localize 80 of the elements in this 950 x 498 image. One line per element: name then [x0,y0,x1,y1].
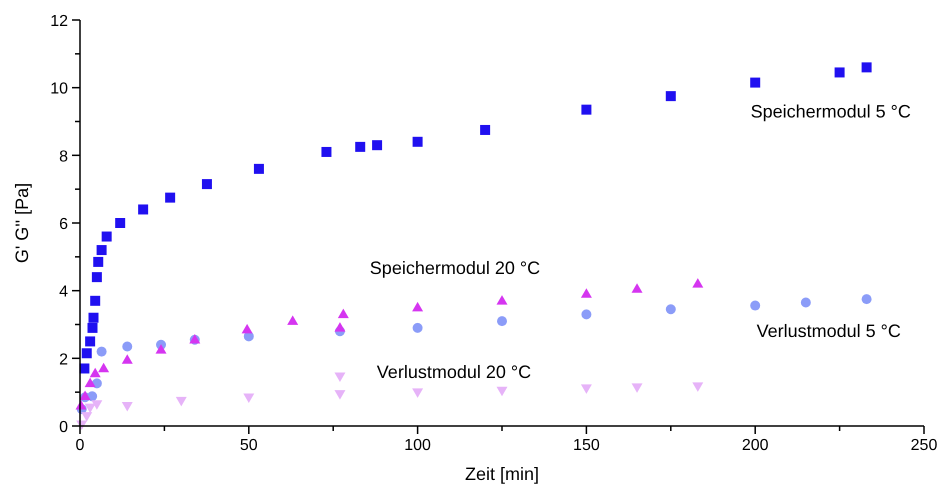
series-label: Verlustmodul 5 °C [756,321,901,342]
point [102,232,112,242]
point [497,316,507,326]
point [666,91,676,102]
point [321,146,332,157]
point [581,309,592,320]
point [338,308,349,318]
y-tick-label: 12 [50,13,68,30]
point [87,322,98,333]
y-tick-label: 8 [59,148,68,166]
point [98,362,110,372]
point [496,386,508,396]
y-tick-label: 0 [59,419,68,436]
point [156,344,167,354]
point [750,300,760,311]
point [632,283,643,293]
point [666,304,676,314]
point [355,142,366,152]
point [81,412,92,422]
series-label: Speichermodul 5 °C [750,101,911,122]
point [82,348,92,358]
point [85,336,96,346]
text: Speichermodul 20 °C [370,258,540,278]
point [862,294,872,304]
series-label: Verlustmodul 20 °C [376,362,532,382]
point [412,388,424,398]
point [480,124,490,135]
point [90,296,100,306]
point [138,204,148,214]
x-tick-label: 250 [910,437,938,454]
point [372,140,382,150]
y-axis-title: G' G'' [Pa] [12,182,32,264]
point [202,179,212,190]
point [88,312,99,323]
point [834,67,845,78]
point [165,192,176,203]
x-tick-label: 50 [240,437,258,454]
point [91,400,102,410]
point [334,372,346,382]
point [254,164,264,174]
point [862,62,872,72]
point [334,390,346,400]
point [412,322,423,333]
x-tick-label: 200 [742,437,769,454]
point [96,245,107,256]
point [412,136,423,147]
y-tick-label: 6 [59,216,68,233]
point [632,383,643,393]
point [287,315,298,325]
point [115,218,126,228]
point [84,404,96,414]
point [692,382,704,392]
point [122,402,133,412]
point [90,368,101,378]
point [80,390,91,400]
y-tick-label: 2 [59,351,68,368]
point [580,384,592,394]
y-tick-label: 10 [50,80,68,98]
x-tick-label: 0 [76,437,85,454]
point [334,322,346,332]
point [93,256,104,267]
x-axis-title: Zeit [min] [464,464,540,484]
point [412,302,424,312]
point [92,272,102,282]
x-tick-label: 150 [573,437,600,454]
point [96,346,107,357]
point [800,298,811,308]
point [580,288,592,298]
point [750,78,760,88]
point [242,324,253,334]
point [84,378,96,388]
point [122,342,132,352]
point [692,278,704,288]
point [581,104,592,115]
y-tick-label: 4 [59,284,68,301]
point [496,295,508,305]
x-tick-label: 100 [404,437,432,454]
point [243,393,254,403]
point [176,396,187,406]
point [122,354,133,364]
